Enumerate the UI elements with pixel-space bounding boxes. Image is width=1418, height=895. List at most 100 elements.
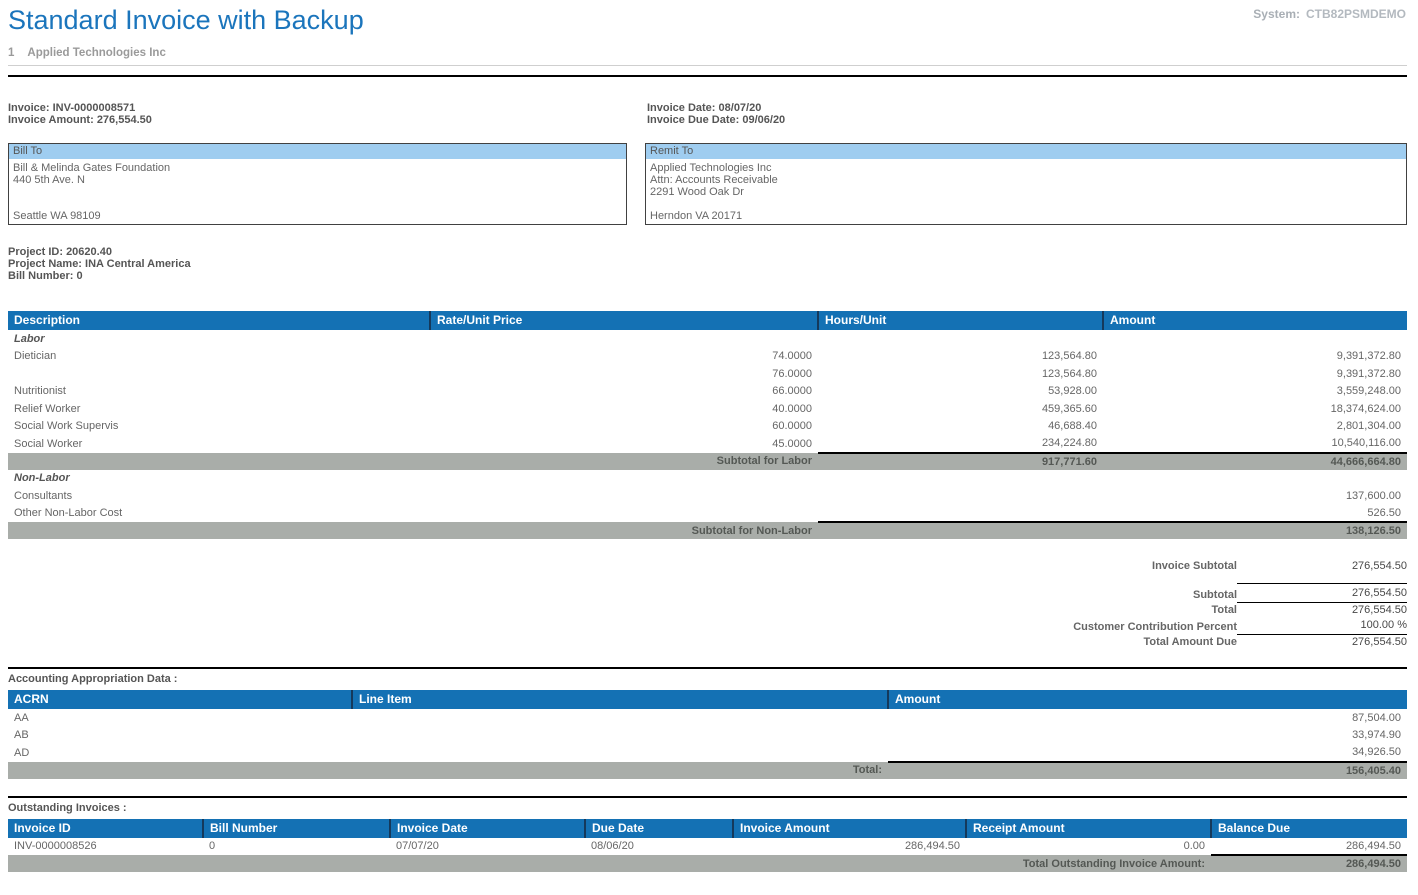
- invoice-date: Invoice Date: 08/07/20: [647, 102, 762, 114]
- customer-contribution-row: Customer Contribution Percent 100.00 %: [1073, 618, 1407, 635]
- outstanding-total-label: Total Outstanding Invoice Amount:: [966, 855, 1211, 872]
- subtotal-labor-label: Subtotal for Labor: [430, 452, 818, 470]
- col-header-acrn: ACRN: [8, 690, 352, 709]
- total-amount-due-label: Total Amount Due: [1143, 636, 1238, 648]
- acrn-value: AA: [14, 711, 29, 724]
- item-rate: 40.0000: [772, 402, 812, 415]
- item-rate: 45.0000: [772, 437, 812, 450]
- outstanding-receipt-amount: 0.00: [1183, 840, 1205, 853]
- item-hours: 234,224.80: [1041, 437, 1097, 450]
- total-label: Total: [1211, 604, 1237, 616]
- total-row: Total 276,554.50: [1212, 603, 1407, 618]
- subtotal-labor-hours: 917,771.60: [818, 451, 1103, 470]
- report-company-line: 1 Applied Technologies Inc: [8, 47, 1407, 59]
- bill-to-line: Seattle WA 98109: [13, 210, 101, 222]
- line-item-row: Dietician 74.0000 123,564.80 9,391,372.8…: [8, 348, 1407, 366]
- item-amount: 10,540,116.00: [1331, 437, 1401, 450]
- col-header-line-item: Line Item: [351, 690, 888, 709]
- acct-amount-value: 34,926.50: [1352, 746, 1401, 759]
- bill-to-header: Bill To: [9, 144, 626, 159]
- accounting-row: AD 34,926.50: [8, 744, 1407, 762]
- outstanding-header-row: Invoice ID Bill Number Invoice Date Due …: [8, 818, 1407, 838]
- invoice-info: Invoice: INV-0000008571 Invoice Amount: …: [8, 102, 1407, 126]
- item-hours: 123,564.80: [1041, 350, 1097, 363]
- divider-dark: [8, 75, 1407, 77]
- page-title: Standard Invoice with Backup: [8, 5, 364, 35]
- project-name: Project Name: INA Central America: [8, 258, 191, 270]
- subtotal-value: 276,554.50: [1237, 583, 1407, 603]
- item-description: [8, 365, 430, 383]
- item-amount: 2,801,304.00: [1336, 420, 1401, 433]
- line-items-table: Description Rate/Unit Price Hours/Unit A…: [8, 311, 1407, 539]
- line-item-value: [352, 709, 888, 727]
- invoice-subtotal-row: Invoice Subtotal 276,554.50: [1152, 559, 1407, 574]
- item-description: Other Non-Labor Cost: [14, 507, 123, 520]
- outstanding-section-title: Outstanding Invoices :: [8, 801, 127, 814]
- col-header-invoice-amount: Invoice Amount: [732, 818, 966, 838]
- item-description: Social Work Supervis: [14, 420, 119, 433]
- invoice-due-date: Invoice Due Date: 09/06/20: [647, 114, 786, 126]
- item-amount: 137,600.00: [1345, 489, 1401, 502]
- item-rate: [430, 505, 818, 523]
- item-hours: 53,928.00: [1048, 385, 1097, 398]
- col-header-bill-number: Bill Number: [202, 818, 390, 838]
- item-description: Social Worker: [14, 437, 83, 450]
- bill-to-line: [13, 186, 622, 198]
- remit-to-address: Applied Technologies Inc Attn: Accounts …: [646, 159, 1406, 225]
- bill-to-line: 440 5th Ave. N: [13, 174, 85, 186]
- accounting-table: ACRN Line Item Amount AA 87,504.00 AB 33…: [8, 690, 1407, 779]
- invoice-info-right: Invoice Date: 08/07/20 Invoice Due Date:…: [647, 102, 785, 126]
- acrn-value: AB: [14, 729, 29, 742]
- item-amount: 9,391,372.80: [1336, 350, 1401, 363]
- col-header-receipt-amount: Receipt Amount: [965, 818, 1211, 838]
- outstanding-invoice-id: INV-0000008526: [14, 840, 97, 853]
- total-value: 276,554.50: [1351, 604, 1407, 616]
- outstanding-due-date: 08/06/20: [591, 840, 634, 853]
- line-item-row: Nutritionist 66.0000 53,928.00 3,559,248…: [8, 383, 1407, 401]
- remit-to-line: 2291 Wood Oak Dr: [650, 186, 744, 198]
- line-item-row: Relief Worker 40.0000 459,365.60 18,374,…: [8, 400, 1407, 418]
- item-hours: 46,688.40: [1048, 420, 1097, 433]
- section-row-non-labor: Non-Labor: [8, 470, 1407, 488]
- remit-to-box: Remit To Applied Technologies Inc Attn: …: [645, 143, 1407, 225]
- col-header-hours: Hours/Unit: [817, 311, 1103, 330]
- system-label: System:: [1253, 7, 1300, 21]
- item-hours: 123,564.80: [1041, 367, 1097, 380]
- item-description: Relief Worker: [14, 402, 81, 415]
- report-company: Applied Technologies Inc: [27, 47, 166, 59]
- item-rate: [430, 487, 818, 505]
- divider-light: [8, 65, 1407, 66]
- item-hours: 459,365.60: [1041, 402, 1097, 415]
- accounting-total-amount: 156,405.40: [888, 760, 1407, 779]
- outstanding-invoice-row: INV-0000008526 0 07/07/20 08/06/20 286,4…: [8, 838, 1407, 856]
- section-row-labor: Labor: [8, 330, 1407, 348]
- subtotal-non-labor-hours: [818, 521, 1103, 539]
- subtotal-non-labor-label: Subtotal for Non-Labor: [430, 522, 818, 539]
- subtotal-non-labor-amount: 138,126.50: [1103, 521, 1407, 539]
- outstanding-bill-number: 0: [209, 840, 216, 853]
- customer-contribution-label: Customer Contribution Percent: [1073, 621, 1237, 633]
- subtotal-non-labor-row: Subtotal for Non-Labor 138,126.50: [8, 521, 1407, 539]
- col-header-balance-due: Balance Due: [1210, 818, 1407, 838]
- col-header-amount: Amount: [1102, 311, 1407, 330]
- acrn-value: AD: [14, 746, 30, 759]
- accounting-row: AB 33,974.90: [8, 727, 1407, 745]
- item-amount: 9,391,372.80: [1336, 367, 1401, 380]
- line-item-value: [352, 727, 888, 745]
- outstanding-total-amount: 286,494.50: [1211, 854, 1407, 872]
- section-label: Non-Labor: [14, 472, 70, 485]
- col-header-acct-amount: Amount: [887, 690, 1407, 709]
- accounting-section-title: Accounting Appropriation Data :: [8, 673, 178, 685]
- remit-to-header: Remit To: [646, 144, 1406, 159]
- remit-to-line: Attn: Accounts Receivable: [650, 174, 778, 186]
- system-identifier: System: CTB82PSMDEMO: [1253, 7, 1406, 21]
- item-description: Consultants: [14, 489, 73, 502]
- line-item-value: [352, 744, 888, 762]
- item-rate: 74.0000: [772, 350, 812, 363]
- item-amount: 3,559,248.00: [1336, 385, 1401, 398]
- item-amount: 18,374,624.00: [1330, 402, 1401, 415]
- outstanding-invoices-table: Invoice ID Bill Number Invoice Date Due …: [8, 818, 1407, 872]
- totals-summary: Invoice Subtotal 276,554.50 Subtotal 276…: [8, 559, 1407, 650]
- accounting-total-label: Total:: [352, 761, 888, 779]
- accounting-row: AA 87,504.00: [8, 709, 1407, 727]
